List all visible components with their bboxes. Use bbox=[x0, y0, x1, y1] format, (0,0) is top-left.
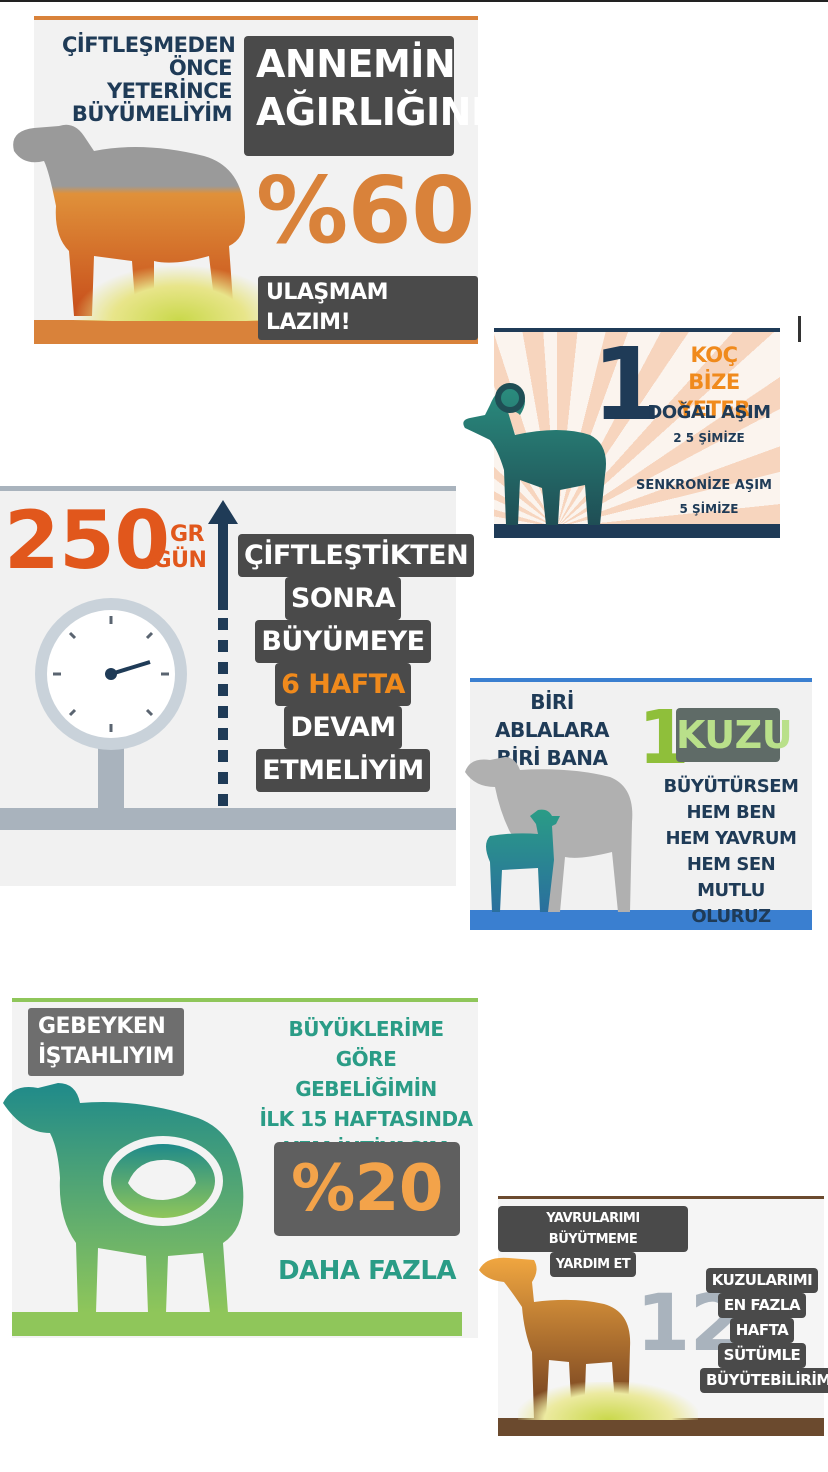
panel5-footer: DAHA FAZLA bbox=[277, 1256, 457, 1286]
text-line: BÜYÜMEYE bbox=[255, 620, 431, 663]
panel1-top-rule bbox=[34, 16, 478, 20]
panel4-top-rule bbox=[470, 678, 812, 682]
text-line: BÜYÜTEBİLİRİM bbox=[700, 1368, 828, 1393]
title-line: KOÇ bbox=[690, 343, 738, 367]
body-line: BÜYÜTÜRSEM bbox=[663, 776, 799, 797]
panel3-text: ÇİFTLEŞTİKTEN SONRA BÜYÜMEYE 6 HAFTA DEV… bbox=[238, 534, 475, 792]
tag-line: İŞTAHLIYIM bbox=[38, 1044, 174, 1069]
panel-growth-before-mating: ÇİFTLEŞMEDEN ÖNCE YETERİNCE BÜYÜMELİYİM … bbox=[13, 16, 516, 344]
body-line: MUTLU OLURUZ bbox=[691, 880, 771, 927]
headline-line: YETERİNCE bbox=[106, 79, 233, 103]
tag-line: ANNEMİN bbox=[256, 42, 456, 86]
text-line: HAFTA bbox=[729, 1318, 795, 1343]
tag-line: GEBEYKEN bbox=[38, 1014, 166, 1039]
text-line-highlight: 6 HAFTA bbox=[275, 663, 411, 706]
text-line: KUZULARIMI bbox=[705, 1268, 819, 1293]
title-line: BİZE YETER bbox=[678, 370, 750, 421]
kuzu-tag: KUZU bbox=[676, 708, 793, 762]
panel1-tag: ANNEMİN AĞIRLIĞININ bbox=[244, 36, 516, 156]
grass-decoration bbox=[74, 266, 284, 321]
panel6-bottom-rule bbox=[498, 1418, 824, 1436]
panel6-text: KUZULARIMI EN FAZLA HAFTA SÜTÜMLE BÜYÜTE… bbox=[700, 1268, 828, 1393]
panel-lamb-nursing: YAVRULARIMI BÜYÜTMEME YARDIM ET 12 KUZUL… bbox=[479, 1196, 828, 1436]
tag-line: AĞIRLIĞININ bbox=[256, 90, 516, 134]
unit-line: /GÜN bbox=[146, 548, 207, 573]
percent-60: %60 bbox=[256, 157, 475, 264]
body-line: HEM YAVRUM bbox=[665, 828, 797, 849]
panel2-side-mark bbox=[798, 316, 801, 342]
ewe-and-lamb-icon bbox=[465, 757, 633, 912]
panel-daily-growth: 250 GR /GÜN ÇİFTLEŞTİKTEN SONRA BÜYÜM bbox=[0, 486, 475, 886]
panel2-title: KOÇ BİZE YETER bbox=[664, 342, 764, 423]
body-line: HEM SEN bbox=[686, 854, 776, 875]
sync-mating-ratio: 5 ŞİMİZE bbox=[679, 502, 739, 516]
panel-one-lamb: BİRİ ABLALARA BİRİ BANA 1 KUZU BÜYÜTÜRSE… bbox=[465, 678, 812, 930]
growth-value: 250 bbox=[4, 494, 170, 587]
top-border bbox=[0, 0, 828, 2]
panel4-body: BÜYÜTÜRSEM HEM BEN HEM YAVRUM HEM SEN MU… bbox=[656, 774, 806, 930]
grass-decoration bbox=[518, 1382, 698, 1420]
tag-line: YARDIM ET bbox=[549, 1252, 637, 1277]
panel1-footer: ULAŞMAM LAZIM! bbox=[258, 276, 478, 340]
text-line: EN FAZLA bbox=[717, 1293, 807, 1318]
panel-pregnancy-appetite: GEBEYKEN İŞTAHLIYIM BÜYÜKLERİME GÖRE GEB… bbox=[3, 998, 478, 1338]
panel1-headline: ÇİFTLEŞMEDEN ÖNCE YETERİNCE BÜYÜMELİYİM bbox=[62, 33, 236, 126]
ram-silhouette-icon bbox=[463, 383, 606, 525]
natural-mating-ratio: 2 5 ŞİMİZE bbox=[673, 431, 745, 445]
panel6-top-rule bbox=[498, 1196, 824, 1199]
up-arrow-icon bbox=[208, 500, 238, 806]
text-line: DEVAM bbox=[284, 706, 402, 749]
headline-line: ÖNCE bbox=[168, 56, 233, 80]
panel-one-ram: 1 KOÇ BİZE YETER DOĞAL AŞIM 2 5 ŞİMİZE S… bbox=[494, 328, 780, 538]
panel2-bottom-rule bbox=[494, 524, 780, 538]
unit-line: GR bbox=[170, 522, 205, 547]
panel5-bottom-rule bbox=[12, 1312, 462, 1336]
panel6-tag: YAVRULARIMI BÜYÜTMEME YARDIM ET bbox=[498, 1206, 688, 1277]
panel3-top-rule bbox=[0, 486, 456, 491]
panel5-top-rule bbox=[12, 998, 478, 1002]
sync-mating-label: SENKRONİZE AŞIM bbox=[635, 478, 772, 493]
panel2-top-rule bbox=[494, 328, 780, 332]
sheep-silhouette-icon bbox=[13, 124, 245, 316]
ram-count-number: 1 bbox=[592, 328, 662, 443]
pregnant-sheep-icon bbox=[3, 1083, 244, 1313]
headline-line: ÇİFTLEŞMEDEN bbox=[62, 33, 236, 57]
body-line: HEM BEN bbox=[686, 802, 776, 823]
text-line: GEBELİĞİMİN bbox=[295, 1077, 437, 1101]
scale-gauge-icon bbox=[35, 598, 187, 814]
lamb-silhouette-icon bbox=[479, 1257, 631, 1420]
text-line: ÇİFTLEŞTİKTEN bbox=[238, 534, 475, 577]
tag-line: YAVRULARIMI BÜYÜTMEME bbox=[498, 1206, 688, 1252]
headline-line: BÜYÜMELİYİM bbox=[71, 102, 233, 126]
panel4-bottom-rule bbox=[470, 910, 812, 930]
text-line: BÜYÜKLERİME GÖRE bbox=[288, 1017, 444, 1071]
natural-mating-label: DOĞAL AŞIM bbox=[647, 402, 771, 423]
growth-unit: GR /GÜN bbox=[146, 522, 207, 574]
left-line: BİRİ ABLALARA bbox=[494, 690, 610, 742]
panel5-tag: GEBEYKEN İŞTAHLIYIM bbox=[28, 1008, 184, 1076]
text-line: İLK 15 HAFTASINDA bbox=[259, 1107, 473, 1131]
panel4-left-text: BİRİ ABLALARA BİRİ BANA bbox=[472, 688, 632, 772]
text-line: SONRA bbox=[284, 577, 402, 620]
text-line: SÜTÜMLE bbox=[717, 1343, 807, 1368]
text-line: ETMELİYİM bbox=[256, 749, 430, 792]
percent-20: %20 bbox=[274, 1142, 460, 1236]
